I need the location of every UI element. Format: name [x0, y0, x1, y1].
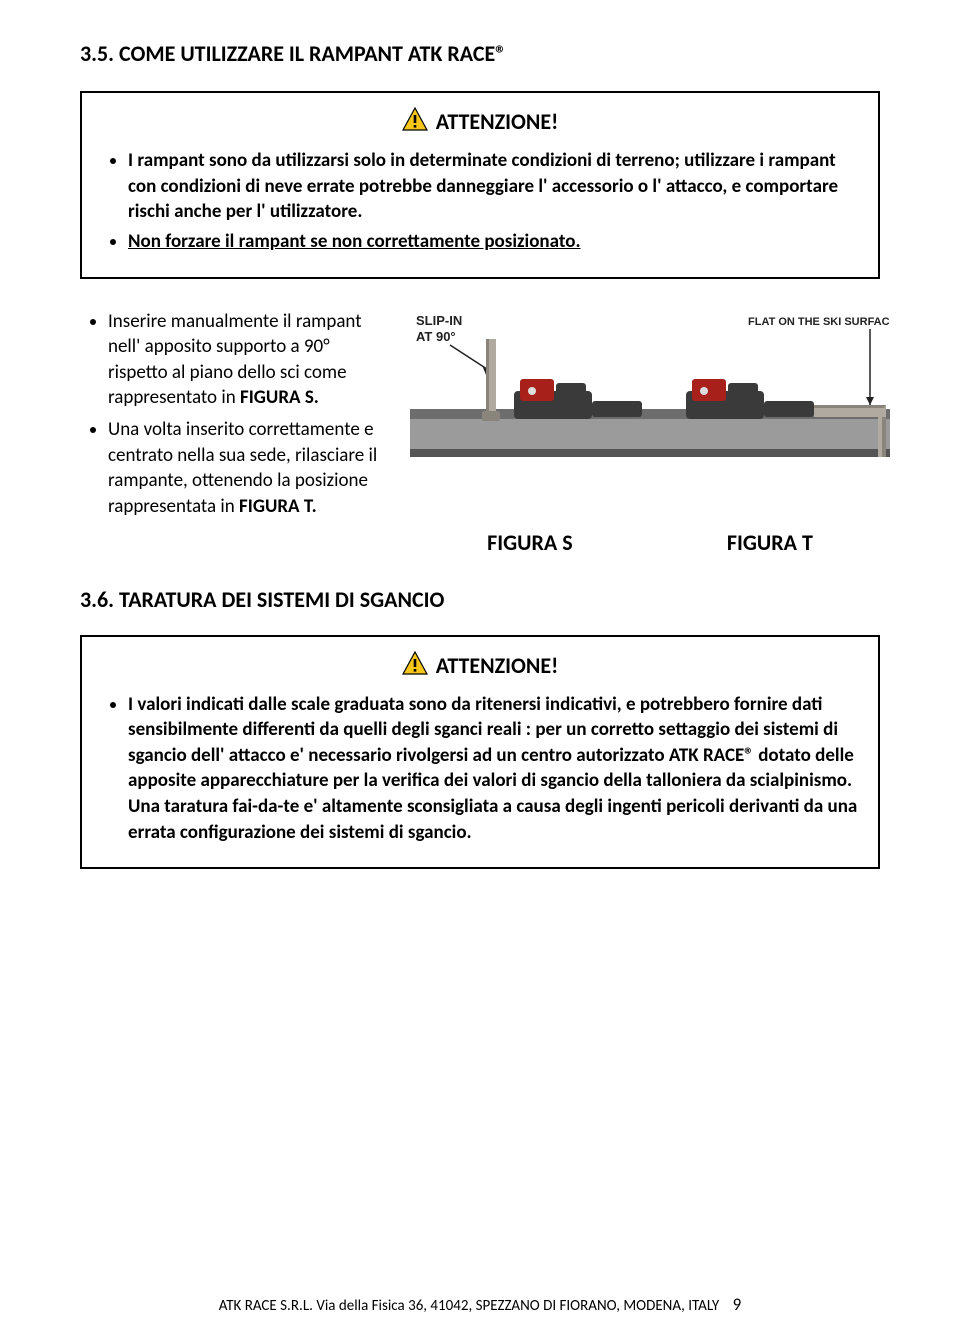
- figures-images: SLIP-IN AT 90° FLAT ON THE: [410, 309, 890, 479]
- warning-box-2: ATTENZIONE! I valori indicati dalle scal…: [80, 635, 880, 870]
- figure-label-t: FIGURA T: [727, 529, 813, 556]
- page-number: 9: [733, 1294, 742, 1315]
- warning-header-2: ATTENZIONE!: [100, 651, 860, 680]
- figures-column: SLIP-IN AT 90° FLAT ON THE: [410, 309, 890, 556]
- warning-list-2: I valori indicati dalle scale graduata s…: [100, 692, 860, 846]
- warning-item: Non forzare il rampant se non correttame…: [128, 229, 860, 255]
- figure-t-image: FLAT ON THE SKI SURFACE: [650, 309, 890, 479]
- instructions-row: Inserire manualmente il rampant nell' ap…: [80, 309, 880, 556]
- warning-list-1: I rampant sono da utilizzarsi solo in de…: [100, 148, 860, 255]
- warning-item: I valori indicati dalle scale graduata s…: [128, 692, 860, 846]
- warning-icon: [402, 651, 428, 680]
- instruction-item: Una volta inserito correttamente e centr…: [108, 417, 390, 520]
- footer-text: ATK RACE S.R.L. Via della Fisica 36, 410…: [219, 1297, 720, 1315]
- warning-header-1: ATTENZIONE!: [100, 107, 860, 136]
- figures-labels: FIGURA S FIGURA T: [410, 529, 890, 556]
- section-heading-2: 3.6. TARATURA DEI SISTEMI DI SGANCIO: [80, 586, 880, 613]
- warning-title-1: ATTENZIONE!: [436, 108, 559, 135]
- svg-text:FLAT ON THE SKI SURFACE: FLAT ON THE SKI SURFACE: [748, 316, 890, 328]
- warning-icon: [402, 107, 428, 136]
- section-heading-1: 3.5. COME UTILIZZARE IL RAMPANT ATK RACE…: [80, 40, 880, 67]
- instruction-item: Inserire manualmente il rampant nell' ap…: [108, 309, 390, 412]
- svg-text:SLIP-IN: SLIP-IN: [416, 313, 462, 328]
- instructions-column: Inserire manualmente il rampant nell' ap…: [80, 309, 390, 556]
- warning-box-1: ATTENZIONE! I rampant sono da utilizzars…: [80, 91, 880, 279]
- warning-item: I rampant sono da utilizzarsi solo in de…: [128, 148, 860, 225]
- figure-label-s: FIGURA S: [487, 529, 572, 556]
- warning-title-2: ATTENZIONE!: [436, 652, 559, 679]
- figure-s-image: SLIP-IN AT 90°: [410, 309, 650, 479]
- page-footer: ATK RACE S.R.L. Via della Fisica 36, 410…: [0, 1294, 960, 1315]
- instructions-list: Inserire manualmente il rampant nell' ap…: [80, 309, 390, 520]
- svg-text:AT 90°: AT 90°: [416, 329, 456, 344]
